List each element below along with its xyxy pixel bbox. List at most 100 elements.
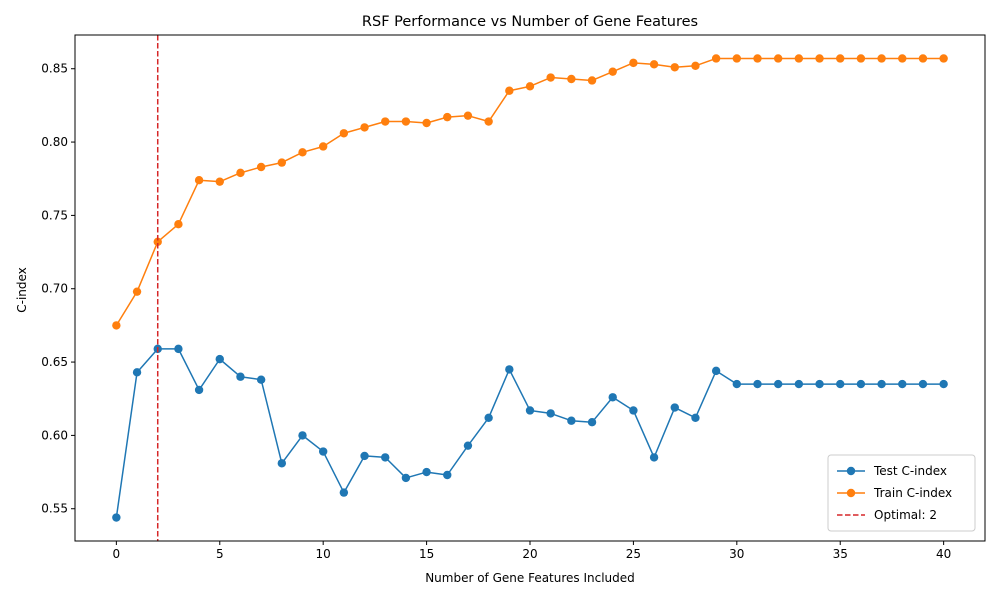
data-point-test bbox=[567, 416, 576, 425]
data-point-test bbox=[815, 379, 824, 389]
data-point-train bbox=[546, 73, 555, 82]
data-point-test bbox=[587, 418, 597, 427]
data-point-train bbox=[360, 123, 369, 132]
data-point-train bbox=[836, 54, 845, 63]
data-point-train bbox=[587, 76, 597, 85]
y-tick-label: 0.55 bbox=[41, 502, 68, 516]
data-point-test bbox=[939, 379, 948, 389]
data-point-test bbox=[773, 379, 783, 389]
x-tick-label: 40 bbox=[936, 547, 951, 561]
x-tick-label: 20 bbox=[522, 547, 537, 561]
data-point-train bbox=[256, 162, 266, 172]
data-point-train bbox=[753, 54, 762, 63]
data-point-train bbox=[381, 117, 390, 126]
data-point-train bbox=[732, 54, 742, 63]
data-point-test bbox=[484, 413, 493, 422]
data-point-train bbox=[194, 176, 204, 185]
data-point-test bbox=[836, 379, 845, 389]
data-point-train bbox=[877, 54, 886, 63]
x-tick-label: 30 bbox=[729, 547, 744, 561]
data-point-train bbox=[856, 54, 866, 63]
data-point-test bbox=[339, 488, 349, 497]
data-point-test bbox=[608, 393, 617, 402]
data-point-train bbox=[132, 287, 142, 296]
data-point-train bbox=[339, 129, 349, 138]
data-point-train bbox=[711, 54, 721, 63]
x-tick-label: 35 bbox=[833, 547, 848, 561]
data-point-test bbox=[711, 366, 721, 376]
y-tick-label: 0.75 bbox=[41, 208, 68, 222]
data-point-test bbox=[381, 453, 390, 462]
data-point-train bbox=[112, 321, 121, 330]
data-point-train bbox=[567, 74, 576, 84]
legend-box bbox=[827, 454, 976, 532]
data-point-train bbox=[629, 58, 638, 68]
data-point-test bbox=[918, 379, 928, 389]
data-point-train bbox=[815, 54, 824, 63]
data-point-train bbox=[670, 63, 679, 72]
y-tick-label: 0.65 bbox=[41, 355, 68, 369]
data-point-train bbox=[153, 237, 162, 246]
legend-train-label: Train C-index bbox=[873, 486, 952, 500]
data-point-train bbox=[525, 82, 535, 91]
chart-title: RSF Performance vs Number of Gene Featur… bbox=[362, 14, 698, 30]
y-tick-label: 0.70 bbox=[41, 282, 68, 296]
y-tick-label: 0.60 bbox=[41, 428, 68, 442]
data-point-test bbox=[670, 403, 679, 412]
data-point-test bbox=[443, 470, 452, 480]
data-point-test bbox=[732, 379, 742, 389]
data-point-train bbox=[608, 67, 617, 76]
data-point-test bbox=[422, 467, 431, 477]
plot-area: 0 5 10 15 20 25 30 35 40 0.55 0.60 0.65 0.70 0.75 0.80… bbox=[41, 34, 986, 561]
y-axis-label: C-index bbox=[15, 267, 29, 313]
data-point-train bbox=[174, 220, 183, 229]
x-axis-label: Number of Gene Features Included bbox=[425, 571, 635, 585]
data-point-test bbox=[360, 451, 369, 461]
data-point-train bbox=[422, 118, 431, 128]
data-point-train bbox=[898, 54, 907, 63]
legend-test-marker bbox=[846, 466, 856, 476]
x-tick-label: 15 bbox=[419, 547, 434, 561]
y-tick-label: 0.85 bbox=[41, 62, 68, 76]
legend-test-label: Test C-index bbox=[873, 464, 947, 478]
x-tick-label: 0 bbox=[113, 547, 121, 561]
data-point-test bbox=[277, 459, 287, 468]
data-point-test bbox=[318, 447, 328, 456]
data-point-test bbox=[546, 409, 555, 418]
data-point-train bbox=[505, 86, 514, 95]
x-tick-label: 5 bbox=[216, 547, 224, 561]
data-point-test bbox=[898, 379, 907, 389]
data-point-train bbox=[236, 168, 245, 178]
legend-train-marker bbox=[846, 488, 856, 498]
data-point-train bbox=[918, 54, 928, 63]
data-point-test bbox=[215, 354, 224, 364]
data-point-test bbox=[649, 453, 659, 462]
data-point-test bbox=[753, 379, 762, 389]
data-point-train bbox=[443, 112, 452, 122]
data-point-train bbox=[484, 117, 493, 126]
data-point-train bbox=[298, 148, 307, 157]
x-tick-label: 10 bbox=[316, 547, 331, 561]
data-point-test bbox=[463, 441, 473, 450]
y-tick-label: 0.80 bbox=[41, 135, 68, 149]
data-point-test bbox=[629, 406, 638, 415]
data-point-train bbox=[401, 117, 411, 126]
data-point-test bbox=[794, 379, 804, 389]
x-tick-label: 25 bbox=[626, 547, 641, 561]
data-point-train bbox=[215, 177, 224, 186]
data-point-train bbox=[318, 142, 328, 151]
data-point-test bbox=[256, 375, 266, 384]
legend-optimal-label: Optimal: 2 bbox=[874, 508, 937, 522]
data-point-test bbox=[236, 372, 245, 381]
series-line-train bbox=[115, 57, 944, 326]
data-point-test bbox=[401, 473, 411, 483]
data-point-test bbox=[194, 385, 204, 395]
data-point-test bbox=[174, 344, 183, 354]
data-point-test bbox=[691, 413, 700, 422]
data-point-train bbox=[691, 61, 700, 70]
data-point-train bbox=[649, 60, 659, 69]
data-point-test bbox=[877, 379, 886, 389]
data-point-test bbox=[525, 406, 535, 415]
